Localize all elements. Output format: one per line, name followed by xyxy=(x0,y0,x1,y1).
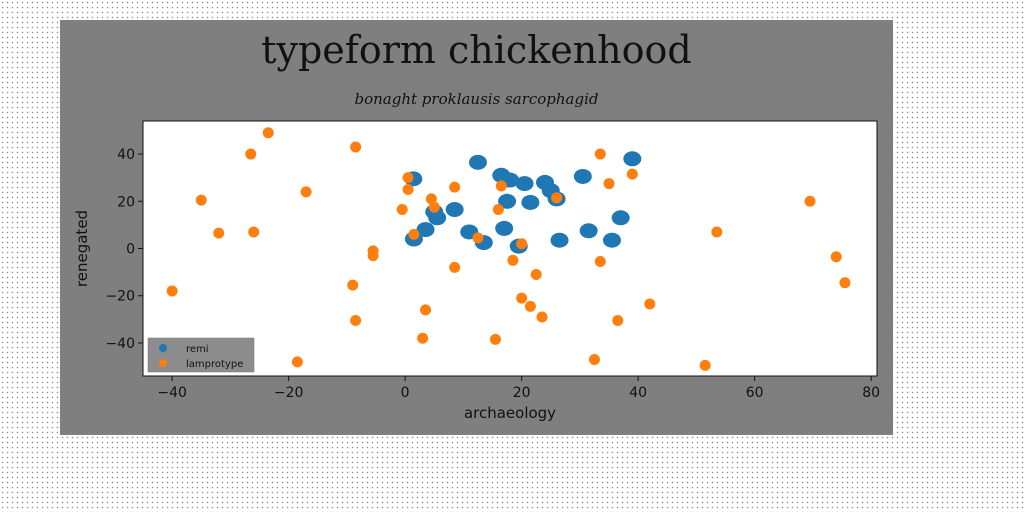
y-tick-label: 0 xyxy=(126,242,135,258)
scatter-point-remi xyxy=(445,202,464,218)
scatter-point-remi xyxy=(416,222,435,238)
scatter-point-lamprotype xyxy=(428,201,440,213)
scatter-point-lamprotype xyxy=(699,359,711,371)
scatter-point-lamprotype xyxy=(402,183,414,195)
scatter-point-remi xyxy=(468,154,487,170)
scatter-point-lamprotype xyxy=(839,277,851,289)
scatter-point-lamprotype xyxy=(626,168,638,180)
x-tick-label: −20 xyxy=(274,385,304,401)
scatter-point-lamprotype xyxy=(347,279,359,291)
scatter-point-lamprotype xyxy=(516,238,528,250)
x-axis-label: archaeology xyxy=(464,404,556,422)
y-axis-label: renegated xyxy=(73,210,91,287)
x-tick-label: 20 xyxy=(513,385,531,401)
scatter-point-lamprotype xyxy=(489,333,501,345)
scatter-point-lamprotype xyxy=(594,148,606,160)
scatter-point-remi xyxy=(550,232,569,248)
legend-label: remi xyxy=(186,344,209,355)
scatter-point-lamprotype xyxy=(420,304,432,316)
scatter-point-lamprotype xyxy=(449,261,461,273)
scatter-point-lamprotype xyxy=(603,178,615,190)
x-tick-label: 60 xyxy=(746,385,764,401)
legend-box xyxy=(147,337,255,373)
scatter-point-lamprotype xyxy=(166,285,178,297)
scatter-plot: −40 −20 0 20 40 60 80 −40 −20 0 20 40 archaeology ren… xyxy=(73,120,880,422)
scatter-point-lamprotype xyxy=(262,127,274,139)
legend-marker xyxy=(159,359,167,367)
scatter-point-lamprotype xyxy=(830,251,842,263)
y-tick-label: −20 xyxy=(105,289,135,305)
scatter-point-remi xyxy=(498,193,517,209)
scatter-point-lamprotype xyxy=(804,195,816,207)
scatter-point-remi xyxy=(515,176,534,192)
scatter-point-lamprotype xyxy=(300,186,312,198)
scatter-point-lamprotype xyxy=(507,254,519,266)
chart-subtitle: bonaght proklausis sarcophagid xyxy=(354,90,599,108)
chart-title: typeform chickenhood xyxy=(261,28,692,72)
scatter-point-remi xyxy=(495,220,514,236)
scatter-point-lamprotype xyxy=(472,232,484,244)
legend-marker xyxy=(159,344,167,352)
scatter-point-lamprotype xyxy=(612,315,624,327)
x-tick-label: 40 xyxy=(629,385,647,401)
scatter-point-lamprotype xyxy=(425,193,437,205)
plot-area xyxy=(142,120,878,377)
scatter-point-lamprotype xyxy=(530,268,542,280)
scatter-point-remi xyxy=(611,210,630,226)
scatter-point-lamprotype xyxy=(396,204,408,216)
x-tick-label: −40 xyxy=(157,385,187,401)
scatter-point-lamprotype xyxy=(245,148,257,160)
scatter-point-lamprotype xyxy=(248,226,260,238)
scatter-point-remi xyxy=(602,232,621,248)
scatter-point-remi xyxy=(573,168,592,184)
y-tick-label: 20 xyxy=(117,194,135,210)
scatter-point-lamprotype xyxy=(524,300,536,312)
scatter-point-lamprotype xyxy=(195,194,207,206)
scatter-point-lamprotype xyxy=(402,172,414,184)
y-tick-label: −40 xyxy=(105,336,135,352)
scatter-point-lamprotype xyxy=(711,226,723,238)
x-tick-label: 0 xyxy=(401,385,410,401)
scatter-point-remi xyxy=(623,151,642,167)
figure: typeform chickenhood bonaght proklausis … xyxy=(60,20,893,435)
scatter-point-lamprotype xyxy=(492,204,504,216)
scatter-point-lamprotype xyxy=(551,192,563,204)
scatter-point-lamprotype xyxy=(449,181,461,193)
scatter-point-lamprotype xyxy=(408,228,420,240)
scatter-point-lamprotype xyxy=(291,356,303,368)
x-tick-label: 80 xyxy=(862,385,880,401)
scatter-point-lamprotype xyxy=(495,180,507,192)
scatter-point-remi xyxy=(521,194,540,210)
scatter-point-lamprotype xyxy=(516,292,528,304)
scatter-point-lamprotype xyxy=(588,353,600,365)
scatter-point-lamprotype xyxy=(594,255,606,267)
scatter-point-lamprotype xyxy=(350,315,362,327)
scatter-point-lamprotype xyxy=(350,141,362,153)
scatter-point-lamprotype xyxy=(644,298,656,310)
scatter-point-remi xyxy=(428,210,447,226)
scatter-point-lamprotype xyxy=(213,227,225,239)
scatter-point-remi xyxy=(579,223,598,239)
scatter-point-lamprotype xyxy=(536,311,548,323)
legend-label: lamprotype xyxy=(186,359,243,370)
y-tick-label: 40 xyxy=(117,147,135,163)
scatter-point-lamprotype xyxy=(367,250,379,262)
scatter-point-lamprotype xyxy=(417,332,429,344)
